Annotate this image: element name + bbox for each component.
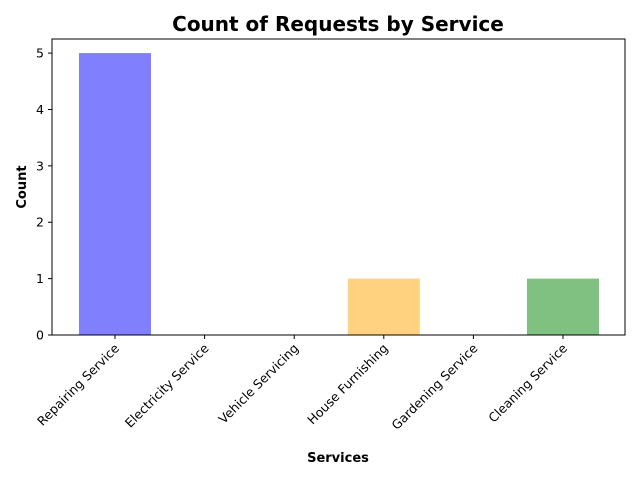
x-tick-label: House Furnishing xyxy=(304,341,391,428)
x-axis-ticks: Repairing Service Electricity Service Vehi… xyxy=(34,335,570,433)
bar-cleaning-service xyxy=(527,278,599,335)
x-tick-label: Repairing Service xyxy=(34,340,122,428)
plot-frame xyxy=(51,38,626,336)
bar-repairing-service xyxy=(79,53,151,335)
x-axis-label: Services xyxy=(307,451,369,466)
x-tick-label: Cleaning Service xyxy=(485,340,570,425)
x-tick-label: Electricity Service xyxy=(122,340,212,430)
y-tick-label: 2 xyxy=(36,215,44,230)
y-tick-label: 1 xyxy=(36,271,44,286)
bar-house-furnishing xyxy=(347,278,420,335)
y-tick-label: 3 xyxy=(36,158,44,173)
y-tick-label: 4 xyxy=(36,102,44,117)
x-tick-label: Vehicle Servicing xyxy=(215,341,301,427)
y-axis-ticks: 0 1 2 3 4 5 xyxy=(36,46,52,343)
chart-title: Count of Requests by Service xyxy=(172,12,504,36)
y-tick-label: 0 xyxy=(36,328,44,343)
y-tick-label: 5 xyxy=(36,46,44,61)
bars-group xyxy=(79,53,599,335)
y-axis-label: Count xyxy=(15,165,30,208)
x-tick-label: Gardening Service xyxy=(388,340,480,432)
